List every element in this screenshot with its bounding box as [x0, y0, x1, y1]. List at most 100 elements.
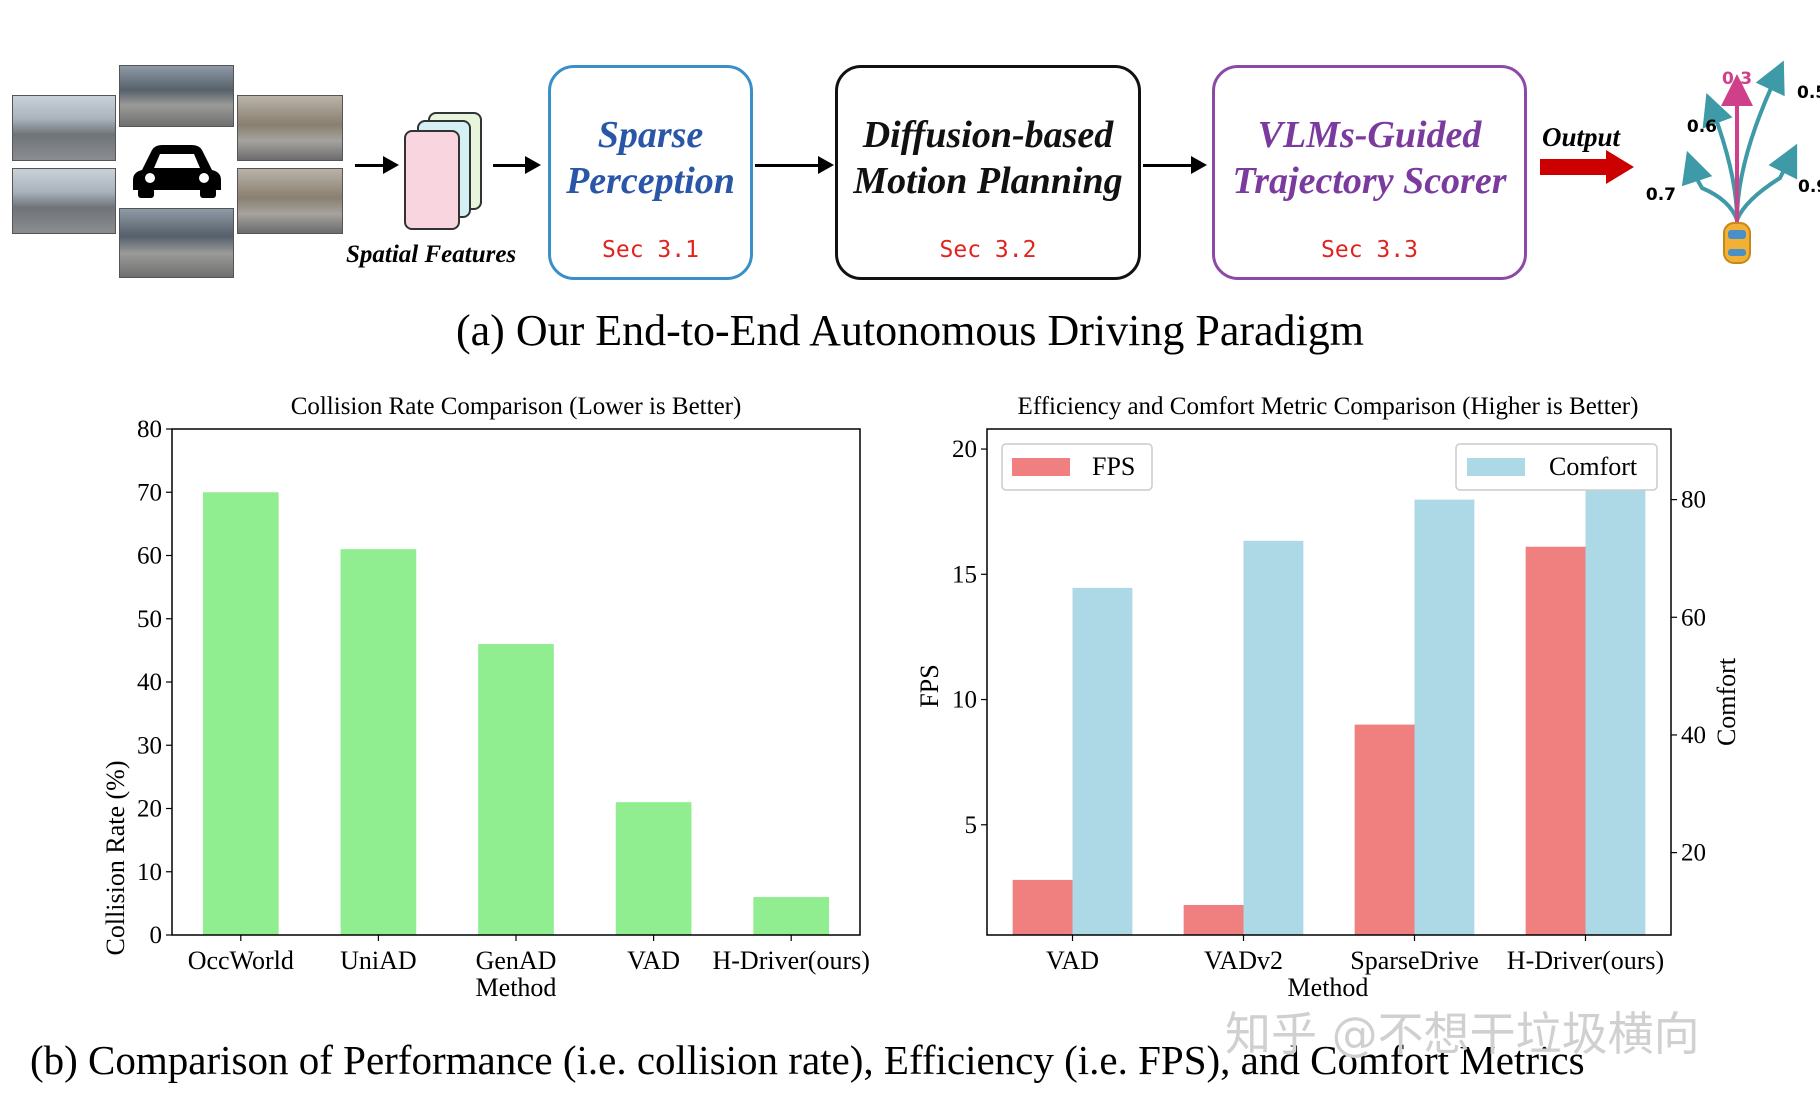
arrow-line [755, 164, 820, 167]
bar [340, 549, 417, 935]
x-tick-label: UniAD [340, 946, 417, 975]
figure-caption: (b) Comparison of Performance (i.e. coll… [30, 1037, 1585, 1083]
y-tick-label: 20 [137, 796, 162, 823]
x-tick-label: VAD [1046, 946, 1099, 975]
bar [202, 492, 279, 935]
x-tick-label: H-Driver(ours) [1507, 946, 1664, 975]
x-tick-label: H-Driver(ours) [713, 946, 870, 975]
bar-fps [1525, 546, 1586, 935]
trajectory-score: 0.7 [1646, 185, 1676, 205]
bar-comfort [1414, 499, 1475, 935]
x-tick-label: OccWorld [188, 946, 294, 975]
legend-label: FPS [1092, 452, 1135, 481]
bar-comfort [1072, 587, 1133, 935]
trajectory-candidates-diagram: 0.3 0.5 0.6 0.9 0.7 [1646, 60, 1820, 264]
legend-label: Comfort [1549, 452, 1638, 481]
chart-title: Efficiency and Comfort Metric Comparison… [1018, 393, 1639, 420]
bar [753, 897, 830, 935]
legend-swatch [1012, 458, 1070, 476]
y-tick-label: 50 [137, 606, 162, 633]
camera-image-front-left [12, 95, 116, 161]
arrow-line [493, 164, 527, 167]
sparse-perception-block: Sparse Perception Sec 3.1 [548, 65, 753, 280]
x-axis-label: Method [476, 973, 557, 1002]
output-arrow-icon [1540, 150, 1634, 184]
bar-fps [1354, 724, 1415, 935]
sparse-perception-title-line-2: Perception [566, 159, 735, 202]
vlm-trajectory-scorer-block: VLMs-Guided Trajectory Scorer Sec 3.3 [1212, 65, 1527, 280]
y-tick-label: 80 [137, 416, 162, 443]
arrow-head [1191, 156, 1207, 174]
arrow-line [1143, 164, 1193, 167]
y-tick-label-right: 20 [1681, 840, 1706, 867]
bar-fps [1012, 879, 1073, 935]
section-label: Sec 3.3 [1321, 237, 1418, 263]
legend-fps: FPS [1001, 443, 1153, 491]
watermark: 知乎 @不想干垃圾横向 [1225, 1007, 1700, 1061]
x-axis-label: Method [1288, 973, 1369, 1002]
y-tick-label: 10 [137, 859, 162, 886]
legend-swatch [1467, 458, 1525, 476]
plot-frame [171, 428, 861, 936]
bars-group: 0 10 20 30 40 50 60 70 80 OccWorld UniAD GenAD VAD H-… [137, 416, 870, 975]
camera-image-back-right [237, 168, 343, 234]
y-tick-label: 40 [137, 669, 162, 696]
y-tick-label: 30 [137, 732, 162, 759]
y-axis-label-left: FPS [915, 664, 944, 707]
camera-image-back-left [12, 168, 116, 234]
collision-rate-chart: Collision Rate Comparison (Lower is Bett… [101, 393, 870, 1002]
efficiency-comfort-chart: Efficiency and Comfort Metric Comparison… [915, 393, 1741, 1002]
y-axis-label: Collision Rate (%) [101, 761, 130, 956]
camera-image-back [119, 208, 234, 278]
output-label: Output [1542, 122, 1621, 152]
arrow-head [525, 156, 541, 174]
vlm-scorer-title-line-2: Trajectory Scorer [1232, 159, 1507, 202]
pipeline-diagram: Spatial Features Sparse Perception Sec 3… [0, 0, 1820, 370]
y-tick-label-right: 80 [1681, 487, 1706, 514]
ego-vehicle-icon [1723, 222, 1751, 264]
section-label: Sec 3.2 [939, 237, 1037, 263]
arrow-head [818, 156, 834, 174]
section-label: Sec 3.1 [602, 237, 699, 263]
trajectory-score: 0.9 [1798, 177, 1820, 197]
diffusion-motion-planning-block: Diffusion-based Motion Planning Sec 3.2 [835, 65, 1141, 280]
x-tick-label: GenAD [476, 946, 557, 975]
y-tick-label: 0 [150, 922, 163, 949]
y-tick-label-left: 20 [952, 436, 977, 463]
ego-car-icon [120, 128, 234, 206]
y-tick-label-left: 10 [952, 687, 977, 714]
spatial-features-label: Spatial Features [346, 241, 517, 268]
y-tick-label: 60 [137, 543, 162, 570]
sparse-perception-title-line-1: Sparse [597, 113, 704, 156]
y-axis-label-right: Comfort [1712, 657, 1741, 746]
y-tick-label-left: 5 [965, 812, 978, 839]
arrow-line [355, 164, 385, 167]
bar-fps [1183, 904, 1244, 935]
bars-group: 5 10 15 20 20 40 60 80 VAD VADv2 SparseDrive H-Driv… [952, 436, 1706, 975]
arrow-head [383, 156, 399, 174]
vlm-scorer-title-line-1: VLMs-Guided [1257, 113, 1482, 156]
y-tick-label-right: 60 [1681, 604, 1706, 631]
y-tick-label-right: 40 [1681, 722, 1706, 749]
trajectory-score: 0.5 [1797, 83, 1820, 103]
y-tick-label: 70 [137, 479, 162, 506]
trajectory-score: 0.3 [1722, 69, 1752, 89]
camera-image-front-right [237, 95, 343, 161]
bar [478, 644, 554, 935]
charts-panel: Collision Rate Comparison (Lower is Bett… [101, 393, 1741, 1002]
x-tick-label: VADv2 [1204, 946, 1283, 975]
bar [615, 802, 692, 935]
y-tick-label-left: 15 [952, 561, 977, 588]
bar-comfort [1585, 470, 1646, 935]
plot-frame [986, 428, 1672, 936]
diffusion-planning-title-line-2: Motion Planning [853, 159, 1123, 202]
diagram-caption: (a) Our End-to-End Autonomous Driving Pa… [456, 306, 1364, 355]
chart-title: Collision Rate Comparison (Lower is Bett… [291, 393, 742, 420]
x-tick-label: VAD [627, 946, 680, 975]
x-tick-label: SparseDrive [1350, 946, 1479, 975]
trajectory-score: 0.6 [1687, 117, 1717, 137]
camera-image-front [119, 65, 234, 127]
bar-comfort [1243, 540, 1304, 935]
diffusion-planning-title-line-1: Diffusion-based [862, 113, 1114, 156]
legend-comfort: Comfort [1455, 443, 1658, 491]
